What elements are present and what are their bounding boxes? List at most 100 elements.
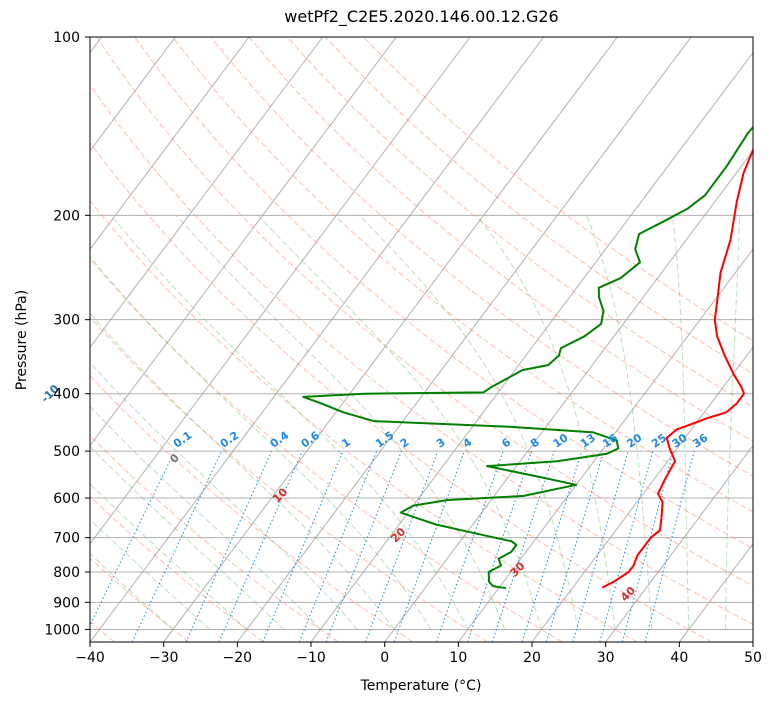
mixing-ratio-label: 36 — [690, 431, 710, 451]
moist-adiabat-line — [110, 214, 469, 630]
plot-frame — [89, 36, 754, 643]
y-tick-label: 600 — [53, 491, 80, 507]
moist-adiabat-line — [672, 215, 690, 630]
dry-adiabat-line — [90, 199, 638, 642]
moist-adiabat-line — [359, 214, 579, 630]
y-tick-label: 500 — [53, 444, 80, 460]
y-tick-label: 300 — [53, 313, 80, 329]
dry-adiabat-line — [90, 84, 753, 625]
moist-adiabat-line — [90, 312, 395, 630]
moist-adiabat-line — [176, 214, 506, 630]
y-tick-label: 200 — [53, 208, 80, 224]
mixing-ratio-line — [185, 450, 273, 642]
x-tick-label: 50 — [744, 650, 762, 666]
mixing-ratio-line — [521, 450, 583, 642]
isotherm-line — [605, 444, 753, 642]
mixing-ratio-line — [90, 450, 176, 627]
x-tick-label: 10 — [449, 650, 467, 666]
mixing-ratio-label: 0.2 — [218, 429, 241, 451]
dry-adiabat-line — [0, 37, 39, 642]
dry-adiabat-line — [286, 37, 753, 408]
y-tick-label: 700 — [53, 531, 80, 547]
dry-adiabat-line — [90, 557, 190, 642]
mixing-ratio-line — [621, 450, 674, 642]
x-tick-label: −40 — [75, 650, 105, 666]
y-tick-label: 1000 — [44, 622, 80, 638]
mixing-ratio-line — [599, 450, 654, 642]
isotherm-line — [90, 37, 324, 349]
dry-adiabat-label: 40 — [618, 584, 638, 604]
mixing-ratio-line — [491, 450, 555, 642]
isotherm-line — [531, 346, 753, 642]
moist-adiabat-line — [90, 483, 248, 630]
isotherm-line — [0, 37, 28, 642]
moist-adiabat-line — [90, 518, 211, 630]
isotherm-line — [163, 37, 618, 642]
dry-adiabat-line — [363, 37, 753, 342]
plot-area — [0, 37, 753, 642]
isotherm-line — [752, 641, 753, 642]
y-tick-label: 800 — [53, 565, 80, 581]
mixing-ratio-label: 1.5 — [373, 429, 396, 451]
dry-adiabat-line — [172, 37, 753, 513]
chart-title: wetPf2_C2E5.2020.146.00.12.G26 — [284, 7, 559, 26]
moist-adiabat-line — [90, 553, 174, 630]
isotherm-line — [90, 37, 545, 642]
mixing-ratio-label: 4 — [461, 435, 475, 450]
mixing-ratio-label: 10 — [551, 431, 571, 451]
mixing-ratio-line — [572, 450, 629, 642]
mixing-ratio-line — [262, 450, 344, 642]
dry-adiabat-line — [90, 316, 488, 642]
moist-adiabat-line — [90, 445, 284, 630]
dewpoint-profile — [302, 125, 753, 590]
moist-adiabat-line — [90, 405, 321, 630]
mixing-ratio-line — [131, 450, 223, 642]
x-tick-label: 0 — [380, 650, 389, 666]
moist-adiabat-line — [725, 215, 741, 630]
mixing-ratio-line — [218, 450, 303, 642]
x-tick-label: −20 — [223, 650, 253, 666]
mixing-ratio-line — [644, 450, 695, 642]
isotherm-line — [90, 37, 250, 250]
isotherm-line — [384, 150, 753, 642]
isotherm-line — [90, 37, 397, 447]
mixing-ratio-line — [325, 450, 402, 642]
y-tick-label: 400 — [53, 387, 80, 403]
dry-adiabat-line — [90, 142, 712, 642]
x-tick-label: 20 — [523, 650, 541, 666]
x-axis-label: Temperature (°C) — [360, 678, 482, 694]
isotherm-line — [236, 37, 692, 642]
y-tick-label: 900 — [53, 595, 80, 611]
dry-adiabat-line — [90, 257, 563, 642]
mixing-ratio-label: 0.4 — [268, 429, 292, 451]
mixing-ratio-label: 25 — [649, 431, 669, 450]
moist-adiabat-line — [586, 215, 653, 630]
dry-adiabat-line — [90, 620, 115, 642]
isotherm-line — [90, 37, 471, 545]
mixing-ratio-label: 6 — [499, 435, 513, 450]
isotherm-line — [90, 37, 176, 152]
mixing-ratio-line — [545, 450, 605, 642]
mixing-ratio-line — [364, 450, 439, 642]
mixing-ratio-line — [393, 450, 465, 642]
temperature-profile — [601, 147, 753, 589]
mixing-ratio-line — [435, 450, 504, 642]
moist-adiabat-line — [476, 214, 616, 630]
isotherm-line — [90, 37, 103, 54]
mixing-ratio-label: 0.1 — [171, 429, 194, 451]
moist-adiabat-line — [90, 361, 358, 630]
dry-adiabat-line — [96, 37, 753, 587]
mixing-ratio-label: 1 — [339, 436, 353, 451]
dry-adiabat-line — [90, 375, 414, 642]
x-tick-label: 40 — [670, 650, 688, 666]
isotherm-line — [678, 542, 753, 642]
x-tick-label: −30 — [149, 650, 179, 666]
y-tick-label: 100 — [53, 30, 80, 46]
dry-adiabat-line — [134, 37, 753, 550]
mixing-ratio-label: 3 — [434, 436, 448, 451]
x-tick-label: 30 — [597, 650, 615, 666]
x-tick-label: −10 — [296, 650, 326, 666]
mixing-ratio-line — [467, 450, 533, 642]
dry-adiabat-label: 10 — [270, 485, 290, 505]
